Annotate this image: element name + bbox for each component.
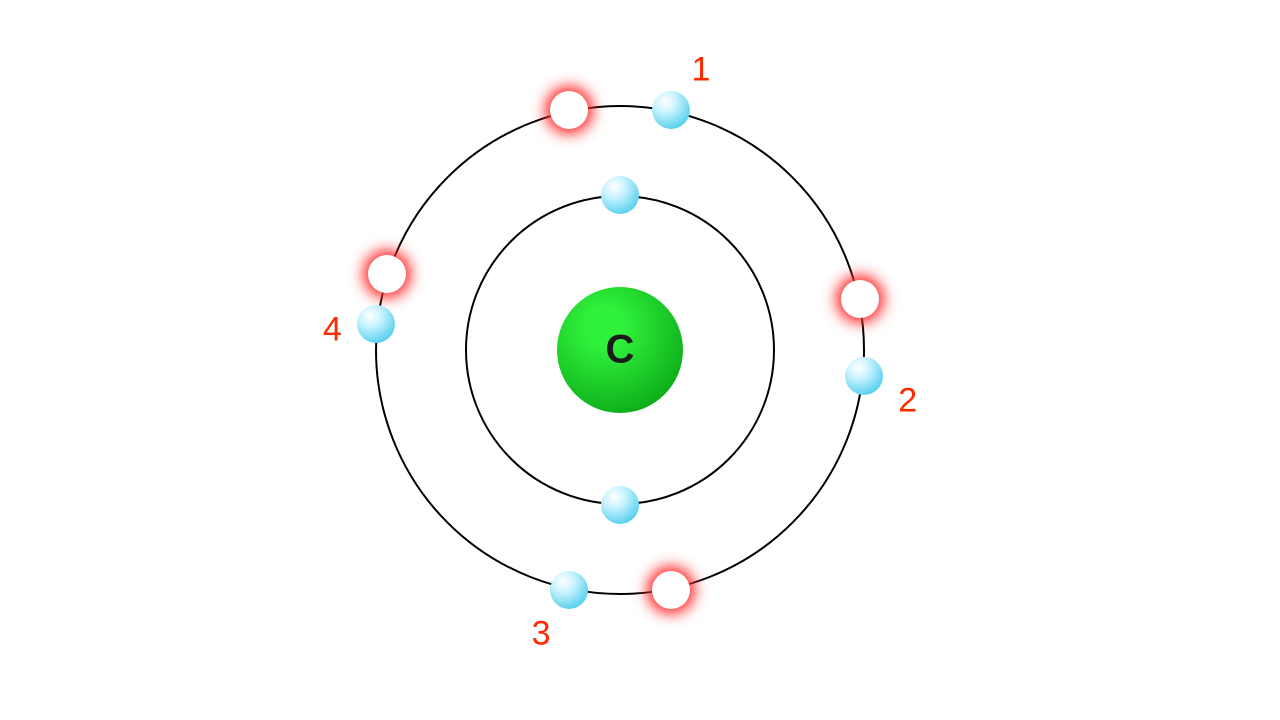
vacancy-1 bbox=[550, 91, 588, 129]
bond-label-3: 3 bbox=[532, 614, 551, 653]
vacancy-3 bbox=[652, 571, 690, 609]
inner-electron-1 bbox=[601, 176, 639, 214]
vacancy-4 bbox=[368, 255, 406, 293]
bond-label-4: 4 bbox=[323, 311, 342, 350]
outer-electron-3 bbox=[550, 571, 588, 609]
outer-electron-1 bbox=[652, 91, 690, 129]
outer-electron-4 bbox=[357, 305, 395, 343]
atom-diagram: C 1 2 3 4 bbox=[0, 0, 1280, 720]
nucleus-label: C bbox=[606, 328, 635, 373]
bond-label-1: 1 bbox=[691, 51, 710, 90]
bond-label-2: 2 bbox=[898, 381, 917, 420]
vacancy-2 bbox=[841, 280, 879, 318]
outer-electron-2 bbox=[845, 357, 883, 395]
inner-electron-2 bbox=[601, 486, 639, 524]
